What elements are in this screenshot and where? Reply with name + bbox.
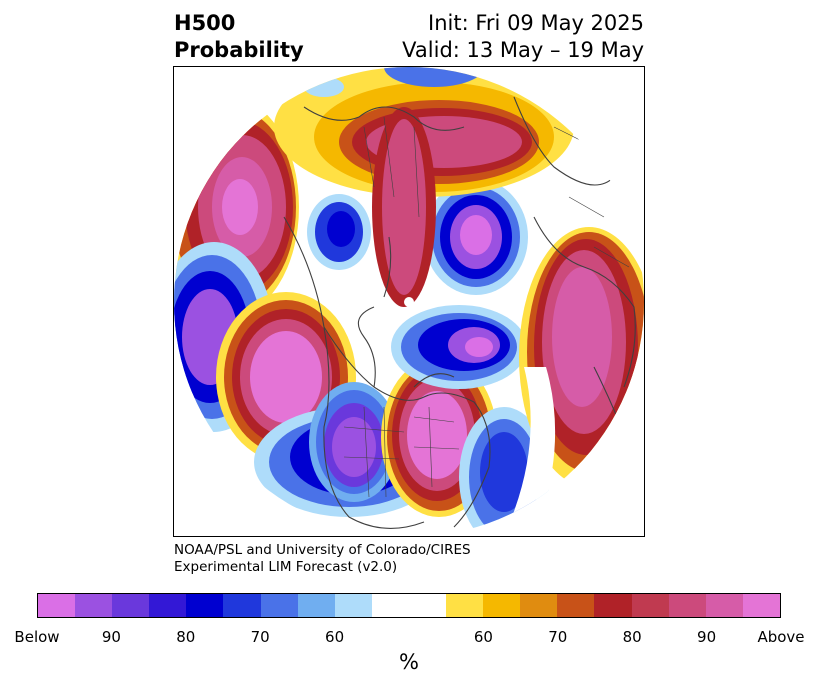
title-metric: Probability	[174, 38, 304, 62]
coastlines	[283, 96, 644, 529]
anomaly-below-siberia	[424, 179, 528, 295]
plot-title-left: H500 Probability	[174, 10, 304, 64]
colorbar-tick-label: 80	[176, 628, 196, 646]
colorbar-swatch	[38, 594, 76, 617]
colorbar-swatch	[75, 594, 113, 617]
colorbar-swatch	[705, 594, 743, 617]
pole-marker	[404, 297, 414, 307]
colorbar-tick-label: Below	[14, 628, 60, 646]
credit-line-2: Experimental LIM Forecast (v2.0)	[174, 559, 398, 575]
colorbar-tick-label: 90	[101, 628, 121, 646]
anomaly-below-alaska	[307, 194, 371, 270]
colorbar-swatch	[186, 594, 224, 617]
credit-line-1: NOAA/PSL and University of Colorado/CIRE…	[174, 542, 471, 558]
polar-map	[173, 66, 645, 537]
colorbar-swatch	[112, 594, 150, 617]
colorbar-swatch	[334, 594, 372, 617]
colorbar-swatch	[483, 594, 521, 617]
colorbar-swatch	[149, 594, 187, 617]
colorbar-tick-label: 60	[325, 628, 345, 646]
anomaly-below-greenland	[391, 305, 527, 389]
anomaly-below-top-left	[304, 77, 344, 97]
colorbar-tick-label: 90	[697, 628, 717, 646]
colorbar	[37, 593, 781, 618]
colorbar-swatch	[260, 594, 298, 617]
colorbar-swatch	[371, 594, 409, 617]
colorbar-swatch	[223, 594, 261, 617]
colorbar-tick-label: 80	[622, 628, 642, 646]
colorbar-swatch	[297, 594, 335, 617]
anomaly-above-north	[274, 67, 574, 307]
init-date: Init: Fri 09 May 2025	[428, 11, 644, 35]
plot-title-right: Init: Fri 09 May 2025 Valid: 13 May – 19…	[402, 10, 644, 64]
colorbar-tick-label: 70	[548, 628, 568, 646]
anomaly-below-western-us	[309, 382, 399, 502]
colorbar-swatch	[631, 594, 669, 617]
valid-range: Valid: 13 May – 19 May	[402, 38, 644, 62]
colorbar-swatch	[594, 594, 632, 617]
colorbar-tick-label: 60	[473, 628, 493, 646]
colorbar-swatch	[668, 594, 706, 617]
colorbar-swatch	[520, 594, 558, 617]
colorbar-swatch	[408, 594, 447, 617]
colorbar-swatch	[557, 594, 595, 617]
colorbar-tick-label: 70	[250, 628, 270, 646]
title-variable: H500	[174, 11, 236, 35]
credit-text: NOAA/PSL and University of Colorado/CIRE…	[174, 542, 471, 576]
colorbar-swatch	[446, 594, 484, 617]
neutral-channel	[504, 367, 556, 536]
borders	[343, 116, 630, 498]
anomaly-below-top	[384, 67, 484, 87]
colorbar-unit: %	[399, 650, 419, 674]
probability-map-svg	[174, 67, 644, 536]
colorbar-tick-label: Above	[757, 628, 805, 646]
colorbar-swatch	[742, 594, 780, 617]
